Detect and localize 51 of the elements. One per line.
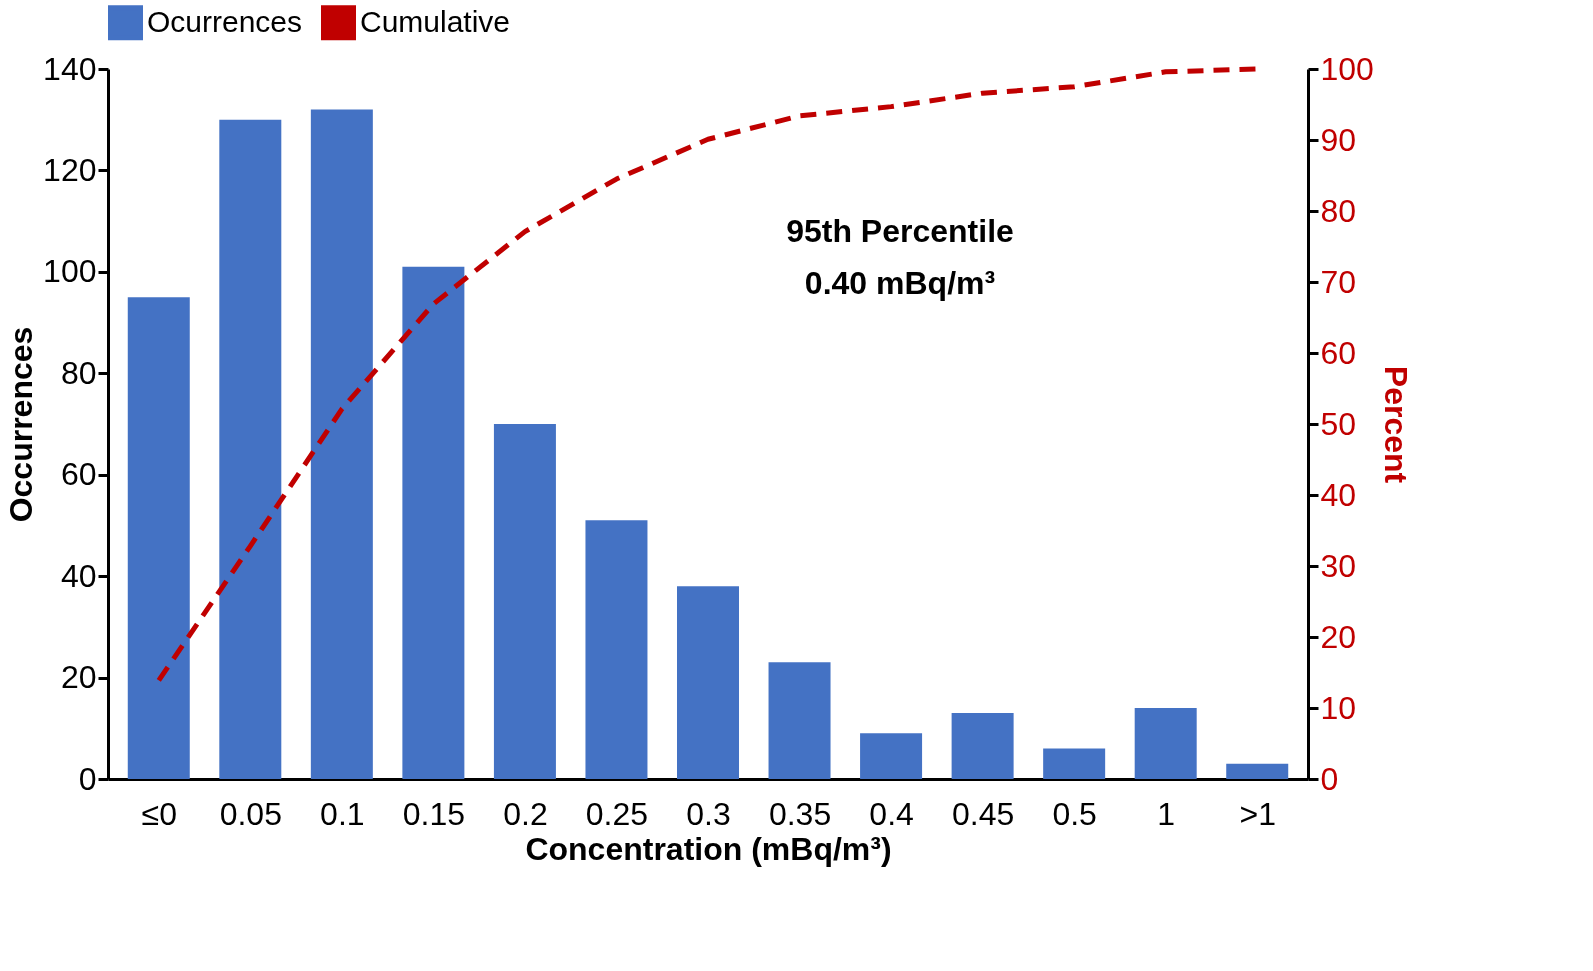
y-tick-label: 80 [60,354,97,391]
y-tick-label: 20 [60,659,97,696]
y2-tick-label: 10 [1320,689,1357,726]
y-tick-label: 0 [78,760,97,797]
bar [585,520,648,779]
bar [219,119,282,779]
y2-tick-label: 0 [1320,760,1339,797]
x-tick-label: 0.45 [951,795,1015,832]
y2-tick-label: 20 [1320,618,1357,655]
x-tick-label: 0.1 [320,795,365,832]
annotation: 95th Percentile 0.40 mBq/m³ [786,213,1014,302]
bar [860,733,923,779]
bar [1134,708,1197,779]
bar [127,297,190,779]
y2-tick-label: 100 [1320,50,1374,87]
y-tick-label: 40 [60,557,97,594]
bar [951,713,1014,779]
x-tick-label: 0.05 [219,795,282,832]
y2-tick-label: 40 [1320,476,1357,513]
bar [402,266,465,779]
legend-label: Cumulative [360,4,511,38]
x-tick-label: 0.4 [869,795,914,832]
y-axis-title: Occurrences [3,326,40,523]
x-axis-title: Concentration (mBq/m³) [525,830,892,867]
bar [768,662,831,779]
y2-tick-label: 30 [1320,547,1357,584]
y2-tick-label: 90 [1320,121,1357,158]
y-tick-label: 100 [43,253,97,290]
y-tick-label: 120 [43,151,97,188]
bar [310,109,373,779]
bar [1043,748,1106,779]
y-tick-label: 140 [43,50,97,87]
bar [493,424,556,779]
x-tick-label: ≤0 [141,795,177,832]
y2-tick-label: 60 [1320,334,1357,371]
bar [1226,763,1289,779]
y2-tick-label: 70 [1320,263,1357,300]
x-tick-label: 0.2 [503,795,548,832]
x-tick-label: 0.5 [1052,795,1097,832]
x-tick-label: 0.35 [768,795,832,832]
y2-tick-label: 50 [1320,405,1357,442]
x-tick-label: 0.3 [686,795,731,832]
y2-axis-title: Percent [1377,365,1414,484]
y-tick-label: 60 [60,456,97,493]
x-tick-label: >1 [1239,795,1276,832]
bar [677,586,739,779]
x-tick-label: 1 [1157,795,1176,832]
legend-label: Ocurrences [147,4,303,38]
x-tick-label: 0.25 [585,795,649,832]
y2-tick-label: 80 [1320,192,1357,229]
x-tick-label: 0.15 [402,795,466,832]
